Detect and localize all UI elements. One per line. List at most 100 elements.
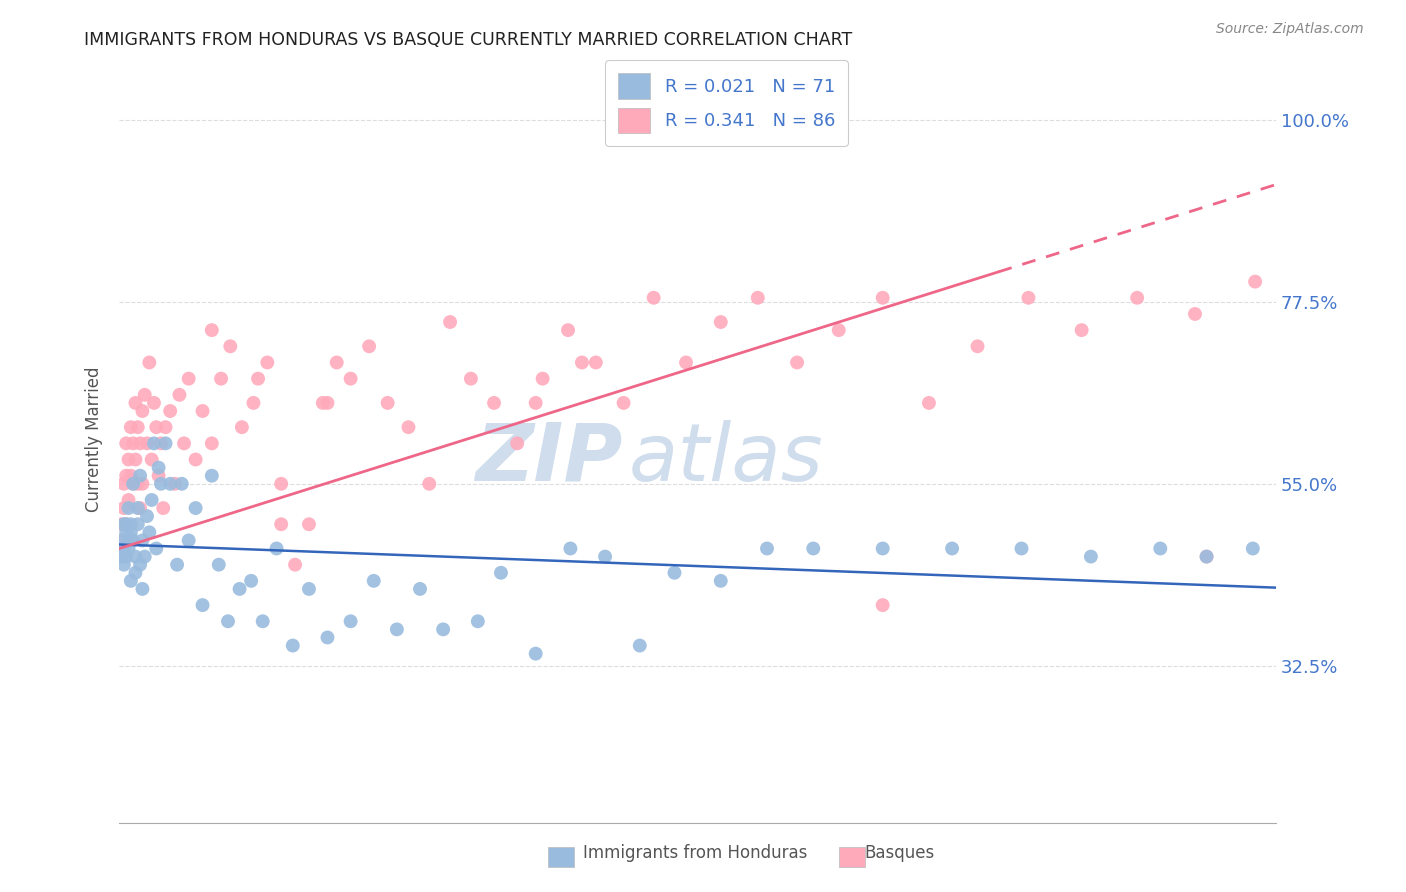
Point [159, 476, 181, 491]
Point [169, 388, 191, 402]
Point [115, 517, 138, 532]
Point [201, 468, 224, 483]
Point [409, 582, 432, 596]
Point [122, 476, 145, 491]
Point [136, 436, 159, 450]
Point [122, 476, 145, 491]
Point [557, 323, 579, 337]
Point [489, 566, 512, 580]
Point [110, 533, 132, 548]
Point [270, 476, 292, 491]
Point [117, 533, 139, 548]
Point [710, 315, 733, 329]
Point [918, 396, 941, 410]
Point [439, 315, 461, 329]
Point [120, 533, 142, 548]
Point [152, 501, 174, 516]
Point [131, 476, 153, 491]
Point [298, 582, 321, 596]
Point [145, 541, 167, 556]
Point [173, 436, 195, 450]
Point [112, 558, 135, 572]
Point [131, 404, 153, 418]
Point [127, 476, 149, 491]
Point [120, 525, 142, 540]
Point [828, 323, 851, 337]
Point [585, 355, 607, 369]
Point [143, 436, 166, 450]
Point [163, 476, 186, 491]
Text: IMMIGRANTS FROM HONDURAS VS BASQUE CURRENTLY MARRIED CORRELATION CHART: IMMIGRANTS FROM HONDURAS VS BASQUE CURRE… [84, 31, 852, 49]
Point [117, 541, 139, 556]
Point [363, 574, 385, 588]
Point [127, 517, 149, 532]
Point [1080, 549, 1102, 564]
Point [127, 501, 149, 516]
Point [201, 436, 224, 450]
Point [1184, 307, 1206, 321]
Point [191, 404, 214, 418]
Point [613, 396, 636, 410]
Point [747, 291, 769, 305]
Y-axis label: Currently Married: Currently Married [86, 367, 103, 512]
Point [872, 541, 894, 556]
Point [129, 501, 152, 516]
Point [628, 639, 651, 653]
Point [418, 476, 440, 491]
Point [385, 623, 408, 637]
Point [231, 420, 253, 434]
Point [1149, 541, 1171, 556]
Point [134, 388, 156, 402]
Point [120, 420, 142, 434]
Point [801, 541, 824, 556]
Point [110, 549, 132, 564]
Point [117, 501, 139, 516]
Legend: R = 0.021   N = 71, R = 0.341   N = 86: R = 0.021 N = 71, R = 0.341 N = 86 [605, 61, 848, 145]
Point [593, 549, 616, 564]
Point [872, 598, 894, 612]
Point [1241, 541, 1264, 556]
Point [184, 501, 207, 516]
Point [460, 371, 482, 385]
Point [124, 452, 146, 467]
Point [1195, 549, 1218, 564]
Point [112, 501, 135, 516]
Point [131, 582, 153, 596]
Point [270, 517, 292, 532]
Point [710, 574, 733, 588]
Point [1011, 541, 1033, 556]
Point [129, 468, 152, 483]
Text: Basques: Basques [865, 844, 935, 862]
Point [177, 533, 200, 548]
Point [228, 582, 250, 596]
Point [148, 460, 170, 475]
Point [112, 541, 135, 556]
Point [177, 371, 200, 385]
Point [240, 574, 263, 588]
Point [184, 452, 207, 467]
Point [1244, 275, 1267, 289]
Point [1017, 291, 1039, 305]
Point [872, 291, 894, 305]
Point [134, 549, 156, 564]
Point [115, 468, 138, 483]
Point [124, 549, 146, 564]
Point [284, 558, 307, 572]
Point [571, 355, 593, 369]
Point [110, 517, 132, 532]
Point [209, 371, 232, 385]
Point [966, 339, 988, 353]
Point [131, 533, 153, 548]
Point [124, 396, 146, 410]
Point [524, 647, 547, 661]
Point [201, 323, 224, 337]
Point [159, 404, 181, 418]
Point [138, 355, 160, 369]
Point [664, 566, 686, 580]
Point [155, 420, 177, 434]
Point [482, 396, 505, 410]
Point [675, 355, 697, 369]
Point [467, 615, 489, 629]
Point [120, 517, 142, 532]
Point [120, 574, 142, 588]
